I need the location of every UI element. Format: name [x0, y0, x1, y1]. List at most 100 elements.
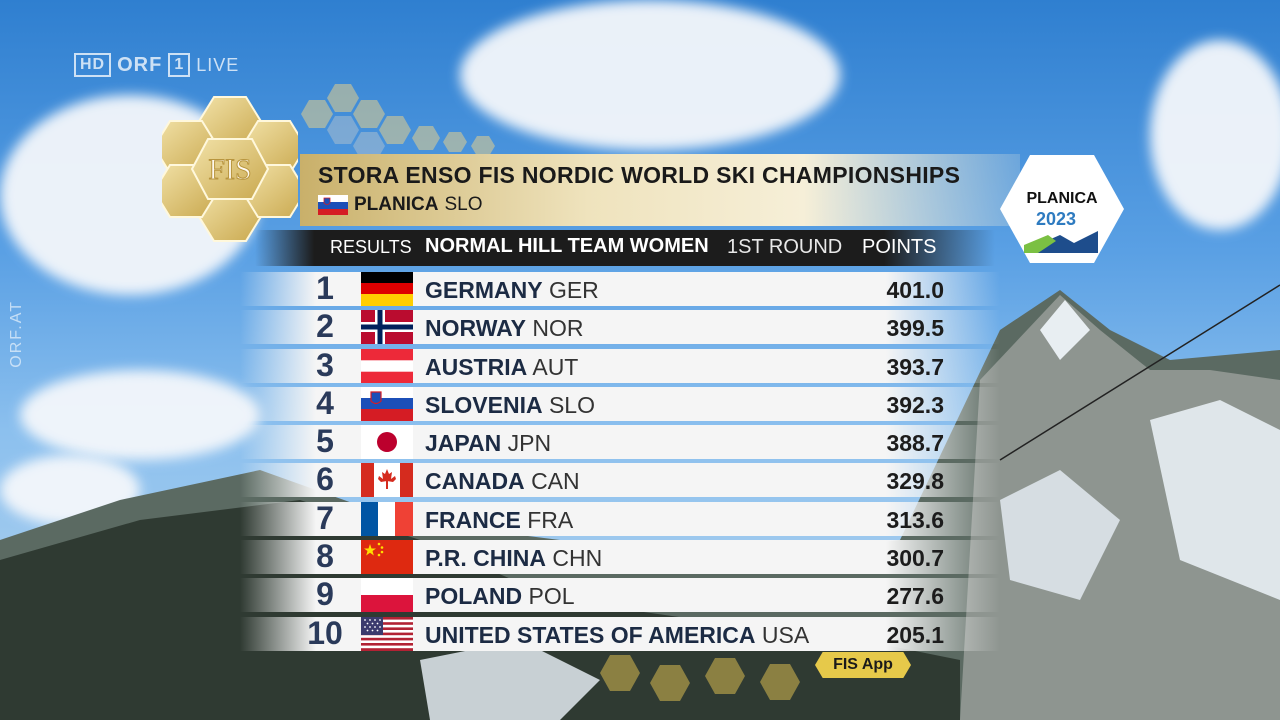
- points: 313.6: [886, 506, 944, 533]
- result-row: 1 GERMANY GER 401.0: [240, 270, 1000, 306]
- country-code: FRA: [527, 506, 574, 533]
- fis-snowflake-logo: FIS: [162, 96, 298, 242]
- result-row: 6 CANADA CAN 329.8: [240, 461, 1000, 498]
- country: SLOVENIA SLO: [425, 392, 595, 419]
- rank: 3: [316, 346, 334, 383]
- decorative-hexagon: [600, 655, 640, 691]
- decorative-hexagons: [301, 84, 495, 160]
- venue-code: SLO: [444, 194, 483, 215]
- result-row: 7 FRANCE FRA 313.6: [240, 499, 1000, 536]
- country-code: NOR: [532, 315, 584, 342]
- rank: 2: [316, 308, 334, 345]
- live-label: LIVE: [196, 54, 240, 75]
- result-row: 8 P.R. CHINA CHN 300.7: [240, 538, 1000, 575]
- country-name: GERMANY: [425, 277, 543, 303]
- points: 300.7: [886, 545, 944, 572]
- points: 392.3: [886, 391, 944, 418]
- planica-logo-name: PLANICA: [1026, 190, 1098, 207]
- country-code: POL: [528, 583, 575, 610]
- country: JAPAN JPN: [425, 430, 551, 457]
- points: 329.8: [886, 468, 944, 495]
- country-code: AUT: [532, 353, 579, 380]
- country-name: UNITED STATES OF AMERICA: [425, 621, 756, 648]
- country: POLAND POL: [425, 583, 575, 610]
- result-row: 9 POLAND POL 277.6: [240, 576, 1000, 613]
- germany-flag-icon: [361, 272, 413, 306]
- side-watermark: ORF.AT: [8, 300, 25, 368]
- rank: 10: [307, 614, 343, 651]
- austria-flag-icon: [361, 348, 413, 383]
- result-row: 3 AUSTRIA AUT 393.7: [240, 346, 1000, 383]
- venue-line: PLANICA SLO: [318, 194, 482, 216]
- event-name: NORMAL HILL TEAM WOMEN: [425, 235, 709, 257]
- points: 388.7: [886, 430, 944, 457]
- country: CANADA CAN: [425, 468, 580, 495]
- country-name: SLOVENIA: [425, 391, 543, 418]
- points-column-header: POINTS: [862, 236, 937, 258]
- country: GERMANY GER: [425, 277, 599, 304]
- canada-flag-icon: [361, 463, 413, 498]
- round-label: 1ST ROUND: [727, 236, 843, 258]
- decorative-hexagon: [650, 665, 690, 701]
- country-code: GER: [548, 277, 599, 303]
- china-flag-icon: [361, 540, 413, 575]
- results-table: 1 GERMANY GER 401.0 2 NORWAY NOR 399.5 3…: [240, 270, 1000, 655]
- country-code: SLO: [548, 391, 595, 418]
- result-row: 4 SLOVENIA SLO 392.3: [240, 384, 1000, 421]
- channel-number: 1: [168, 53, 191, 77]
- country-code: CHN: [552, 545, 603, 572]
- country: UNITED STATES OF AMERICA USA: [425, 622, 809, 649]
- poland-flag-icon: [361, 578, 413, 613]
- rank: 6: [316, 461, 334, 498]
- country-code: JPN: [507, 430, 552, 457]
- country-name: P.R. CHINA: [425, 545, 546, 572]
- planica-logo-year: 2023: [1036, 209, 1076, 229]
- slovenia-flag-icon: [361, 386, 413, 421]
- points: 205.1: [886, 621, 944, 648]
- fis-app-badge: FIS App: [815, 652, 911, 678]
- country: AUSTRIA AUT: [425, 354, 578, 381]
- points: 277.6: [886, 583, 944, 610]
- rank: 4: [316, 384, 334, 421]
- result-row: 5 JAPAN JPN 388.7: [240, 423, 1000, 460]
- country: FRANCE FRA: [425, 507, 573, 534]
- usa-flag-icon: [361, 616, 413, 651]
- rank: 1: [316, 270, 334, 306]
- hd-badge: HD: [74, 53, 112, 77]
- rank: 5: [316, 423, 334, 460]
- result-row: 2 NORWAY NOR 399.5: [240, 308, 1000, 345]
- country-code: CAN: [531, 468, 580, 495]
- results-label: RESULTS: [330, 237, 412, 257]
- results-header-band: [255, 230, 995, 266]
- decorative-hexagon: [760, 664, 800, 700]
- japan-flag-icon: [361, 425, 413, 460]
- decorative-hexagon: [705, 658, 745, 694]
- france-flag-icon: [361, 501, 413, 536]
- rank: 7: [316, 499, 334, 536]
- points: 401.0: [886, 277, 944, 303]
- points: 393.7: [886, 353, 944, 380]
- rank: 8: [316, 538, 334, 575]
- country-name: AUSTRIA: [425, 353, 528, 380]
- country: NORWAY NOR: [425, 315, 584, 342]
- title-band: [300, 154, 1020, 226]
- norway-flag-icon: [361, 310, 413, 345]
- channel-name: ORF: [117, 53, 163, 76]
- country-name: CANADA: [425, 468, 525, 495]
- cloud: [1150, 40, 1280, 230]
- country-name: FRANCE: [425, 506, 521, 533]
- points: 399.5: [886, 315, 944, 342]
- planica-2023-logo: PLANICA 2023: [1000, 155, 1124, 263]
- fis-logo-text: FIS: [208, 153, 251, 186]
- channel-watermark: HD ORF 1 LIVE: [74, 53, 239, 77]
- slovenia-flag-icon: [318, 195, 348, 215]
- result-row: 10 UNITED STATES OF AMERICA USA 205.1: [240, 614, 1000, 651]
- country-code: USA: [761, 621, 810, 648]
- cloud: [20, 370, 260, 460]
- rank: 9: [316, 576, 334, 613]
- country-name: JAPAN: [425, 430, 502, 457]
- country-name: POLAND: [425, 583, 523, 610]
- cloud: [460, 0, 840, 150]
- championship-title: STORA ENSO FIS NORDIC WORLD SKI CHAMPION…: [318, 162, 961, 188]
- venue-name: PLANICA: [354, 194, 439, 215]
